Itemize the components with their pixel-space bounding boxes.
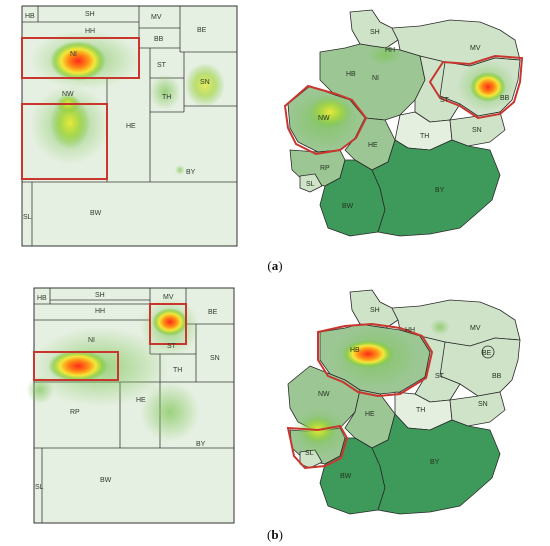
- map-label-sn: SN: [478, 401, 488, 408]
- label-sl: SL: [35, 484, 44, 491]
- label-hb: HB: [37, 295, 47, 302]
- label-sl: SL: [23, 214, 32, 221]
- treemap-b-highlight-st: [149, 303, 187, 345]
- treemap-frame: [33, 287, 235, 524]
- map-label-sl: SL: [306, 181, 315, 188]
- map-label-mv: MV: [470, 45, 481, 52]
- label-hh: HH: [85, 28, 95, 35]
- region-sn: [449, 391, 506, 427]
- treemap-a-highlight-ni: [21, 37, 140, 79]
- label-sh: SH: [85, 11, 95, 18]
- map-label-st: ST: [435, 373, 445, 380]
- region-by: [371, 413, 501, 515]
- map-a-highlight-bb: [428, 54, 524, 120]
- label-nw: NW: [62, 91, 74, 98]
- map-label-sn: SN: [472, 127, 482, 134]
- map-label-bw: BW: [342, 203, 354, 210]
- map-a-labels: SH HH HB NI MV BB ST NW HE TH SN RP SL B…: [306, 29, 510, 210]
- map-label-hh: HH: [405, 327, 415, 334]
- label-hb: HB: [25, 13, 35, 20]
- map-label-he: HE: [365, 411, 375, 418]
- label-bb: BB: [154, 36, 164, 43]
- map-a-highlight-nw: [283, 84, 368, 156]
- panel-a-figure: HB SH MV HH BB BE NI ST SN NW TH HE BY S…: [21, 5, 524, 247]
- map-label-hb: HB: [346, 71, 356, 78]
- region-be: [481, 345, 495, 359]
- map-label-be: BE: [482, 350, 492, 357]
- map-label-sl: SL: [305, 450, 314, 457]
- label-st: ST: [167, 343, 177, 350]
- map-label-mv: MV: [470, 325, 481, 332]
- region-by: [371, 139, 501, 237]
- map-label-st: ST: [440, 97, 450, 104]
- region-sl: [299, 173, 323, 193]
- map-b-highlight-sl: [286, 424, 349, 470]
- map-label-ni: NI: [372, 75, 379, 82]
- label-th: TH: [173, 367, 182, 374]
- map-b-highlight-ni: [317, 322, 434, 398]
- map-b-heat: [290, 319, 450, 457]
- treemap-b-highlight-ni: [33, 351, 119, 381]
- treemap-a-labels: HB SH MV HH BB BE NI ST SN NW TH HE BY S…: [23, 11, 210, 221]
- caption-b: (b): [267, 527, 283, 542]
- region-sh: [349, 289, 399, 329]
- region-sh: [349, 9, 399, 49]
- map-label-sh: SH: [370, 307, 380, 314]
- label-be: BE: [208, 309, 218, 316]
- treemap-a-highlight-nw: [21, 103, 108, 180]
- label-sh: SH: [95, 292, 105, 299]
- label-bw: BW: [90, 210, 102, 217]
- map-b-labels: SH HH HB MV BE BB NW ST HE TH SN SL BW B…: [305, 307, 502, 480]
- label-by: BY: [196, 441, 206, 448]
- label-th: TH: [162, 94, 171, 101]
- map-label-hb: HB: [350, 347, 360, 354]
- map-label-nw: NW: [318, 391, 330, 398]
- label-be: BE: [197, 27, 207, 34]
- label-hh: HH: [95, 308, 105, 315]
- label-sn: SN: [200, 79, 210, 86]
- map-label-by: BY: [435, 187, 445, 194]
- treemap-a: HB SH MV HH BB BE NI ST SN NW TH HE BY S…: [21, 5, 238, 247]
- map-label-bw: BW: [340, 473, 352, 480]
- treemap-b: HB SH MV HH BE NI ST SN TH RP HE BY SL B…: [26, 287, 235, 524]
- label-rp: RP: [70, 409, 80, 416]
- label-ni: NI: [70, 51, 77, 58]
- label-st: ST: [157, 62, 167, 69]
- label-by: BY: [186, 169, 196, 176]
- map-label-by: BY: [430, 459, 440, 466]
- label-bw: BW: [100, 477, 112, 484]
- label-sn: SN: [210, 355, 220, 362]
- map-label-he: HE: [368, 142, 378, 149]
- treemap-b-labels: HB SH MV HH BE NI ST SN TH RP HE BY SL B…: [35, 292, 220, 491]
- map-label-th: TH: [416, 407, 425, 414]
- map-label-hh: HH: [385, 47, 395, 54]
- panel-b-figure: HB SH MV HH BE NI ST SN TH RP HE BY SL B…: [26, 287, 521, 524]
- label-he: HE: [126, 123, 136, 130]
- label-mv: MV: [151, 14, 162, 21]
- label-he: HE: [136, 397, 146, 404]
- map-label-th: TH: [420, 133, 429, 140]
- map-label-bb: BB: [500, 95, 510, 102]
- map-label-nw: NW: [318, 115, 330, 122]
- map-label-sh: SH: [370, 29, 380, 36]
- label-mv: MV: [163, 294, 174, 301]
- label-ni: NI: [88, 337, 95, 344]
- map-label-rp: RP: [320, 165, 330, 172]
- caption-a: (a): [267, 258, 283, 273]
- map-label-bb: BB: [492, 373, 502, 380]
- map-a-heat: [287, 45, 517, 150]
